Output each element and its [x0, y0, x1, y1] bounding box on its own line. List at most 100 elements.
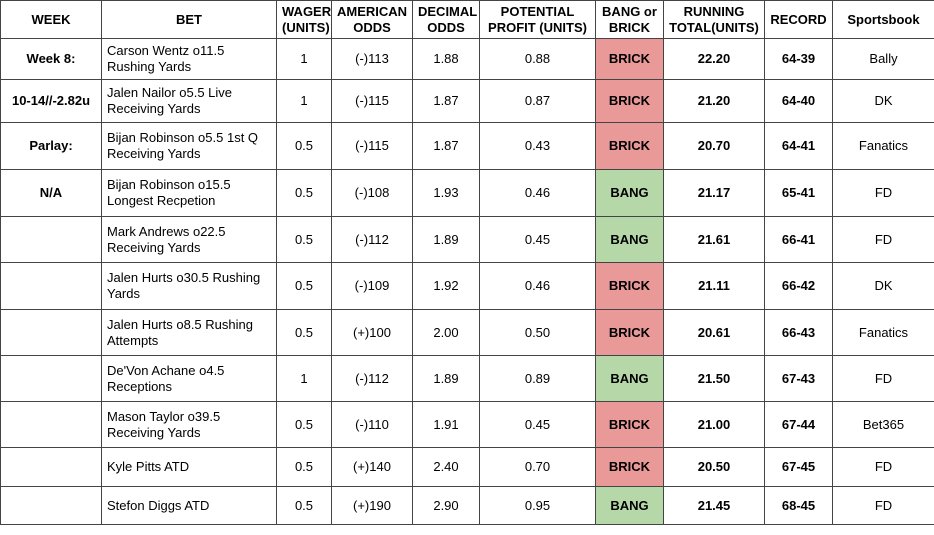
american-cell: (-)109: [331, 262, 413, 310]
decimal-cell: 1.89: [412, 216, 480, 263]
book-cell: Fanatics: [832, 309, 934, 356]
running-cell: 20.50: [663, 447, 765, 487]
running-cell: 20.70: [663, 122, 765, 170]
column-header: WEEK: [0, 0, 102, 39]
result-cell: BRICK: [595, 262, 664, 310]
record-cell: 67-45: [764, 447, 833, 487]
column-header: WAGER (UNITS): [276, 0, 332, 39]
bet-cell: Stefon Diggs ATD: [101, 486, 277, 525]
american-cell: (+)140: [331, 447, 413, 487]
wager-cell: 0.5: [276, 262, 332, 310]
week-cell: Parlay:: [0, 122, 102, 170]
record-cell: 65-41: [764, 169, 833, 217]
decimal-cell: 1.91: [412, 401, 480, 448]
column-header: RUNNING TOTAL(UNITS): [663, 0, 765, 39]
record-cell: 64-41: [764, 122, 833, 170]
column-header: Sportsbook: [832, 0, 934, 39]
book-cell: FD: [832, 355, 934, 402]
empty-cell: [0, 401, 102, 448]
book-cell: Bet365: [832, 401, 934, 448]
result-cell: BANG: [595, 216, 664, 263]
week-cell: N/A: [0, 169, 102, 217]
bet-cell: Jalen Hurts o8.5 Rushing Attempts: [101, 309, 277, 356]
record-cell: 68-45: [764, 486, 833, 525]
bet-cell: Mark Andrews o22.5 Receiving Yards: [101, 216, 277, 263]
bet-row: Mark Andrews o22.5 Receiving Yards 0.5 (-)…: [0, 216, 934, 263]
table-body: Week 8: Carson Wentz o11.5 Rushing Yards 1…: [0, 38, 934, 525]
american-cell: (-)113: [331, 38, 413, 80]
decimal-cell: 2.40: [412, 447, 480, 487]
header-row: WEEK BET WAGER (UNITS) AMERICAN ODDS DECIMAL…: [0, 0, 934, 39]
decimal-cell: 1.92: [412, 262, 480, 310]
running-cell: 20.61: [663, 309, 765, 356]
column-header: AMERICAN ODDS: [331, 0, 413, 39]
american-cell: (+)190: [331, 486, 413, 525]
wager-cell: 0.5: [276, 401, 332, 448]
bet-cell: Mason Taylor o39.5 Receiving Yards: [101, 401, 277, 448]
decimal-cell: 1.93: [412, 169, 480, 217]
record-cell: 66-43: [764, 309, 833, 356]
result-cell: BRICK: [595, 38, 664, 80]
running-cell: 21.11: [663, 262, 765, 310]
record-cell: 64-40: [764, 79, 833, 123]
column-header: BET: [101, 0, 277, 39]
result-cell: BRICK: [595, 447, 664, 487]
bet-row: 10-14//-2.82u Jalen Nailor o5.5 Live Rece…: [0, 79, 934, 123]
result-cell: BRICK: [595, 401, 664, 448]
bet-row: Week 8: Carson Wentz o11.5 Rushing Yards 1…: [0, 38, 934, 80]
running-cell: 22.20: [663, 38, 765, 80]
bet-cell: Carson Wentz o11.5 Rushing Yards: [101, 38, 277, 80]
bet-row: Kyle Pitts ATD 0.5 (+)140 2.40 0.70 BRICK 20.5…: [0, 447, 934, 487]
american-cell: (-)112: [331, 355, 413, 402]
result-cell: BANG: [595, 486, 664, 525]
profit-cell: 0.43: [479, 122, 596, 170]
american-cell: (-)112: [331, 216, 413, 263]
running-cell: 21.61: [663, 216, 765, 263]
profit-cell: 0.45: [479, 216, 596, 263]
bet-cell: Kyle Pitts ATD: [101, 447, 277, 487]
empty-cell: [0, 309, 102, 356]
decimal-cell: 1.88: [412, 38, 480, 80]
running-cell: 21.00: [663, 401, 765, 448]
empty-cell: [0, 447, 102, 487]
record-cell: 67-44: [764, 401, 833, 448]
result-cell: BRICK: [595, 79, 664, 123]
profit-cell: 0.87: [479, 79, 596, 123]
bet-row: De'Von Achane o4.5 Receptions 1 (-)112 1.89…: [0, 355, 934, 402]
result-cell: BANG: [595, 169, 664, 217]
decimal-cell: 2.00: [412, 309, 480, 356]
empty-cell: [0, 486, 102, 525]
bet-row: N/A Bijan Robinson o15.5 Longest Recpetio…: [0, 169, 934, 217]
empty-cell: [0, 262, 102, 310]
result-cell: BRICK: [595, 309, 664, 356]
record-cell: 66-42: [764, 262, 833, 310]
american-cell: (+)100: [331, 309, 413, 356]
profit-cell: 0.95: [479, 486, 596, 525]
empty-cell: [0, 216, 102, 263]
wager-cell: 0.5: [276, 309, 332, 356]
wager-cell: 0.5: [276, 486, 332, 525]
american-cell: (-)110: [331, 401, 413, 448]
column-header: RECORD: [764, 0, 833, 39]
book-cell: FD: [832, 447, 934, 487]
book-cell: FD: [832, 486, 934, 525]
result-cell: BRICK: [595, 122, 664, 170]
book-cell: DK: [832, 79, 934, 123]
profit-cell: 0.46: [479, 262, 596, 310]
bet-cell: Jalen Hurts o30.5 Rushing Yards: [101, 262, 277, 310]
bet-cell: Bijan Robinson o5.5 1st Q Receiving Yard…: [101, 122, 277, 170]
column-header: BANG or BRICK: [595, 0, 664, 39]
decimal-cell: 1.87: [412, 79, 480, 123]
book-cell: Bally: [832, 38, 934, 80]
bet-cell: Bijan Robinson o15.5 Longest Recpetion: [101, 169, 277, 217]
bet-row: Stefon Diggs ATD 0.5 (+)190 2.90 0.95 BANG 21.…: [0, 486, 934, 525]
wager-cell: 0.5: [276, 447, 332, 487]
column-header: DECIMAL ODDS: [412, 0, 480, 39]
empty-cell: [0, 355, 102, 402]
running-cell: 21.45: [663, 486, 765, 525]
result-cell: BANG: [595, 355, 664, 402]
wager-cell: 1: [276, 38, 332, 80]
week-cell: 10-14//-2.82u: [0, 79, 102, 123]
